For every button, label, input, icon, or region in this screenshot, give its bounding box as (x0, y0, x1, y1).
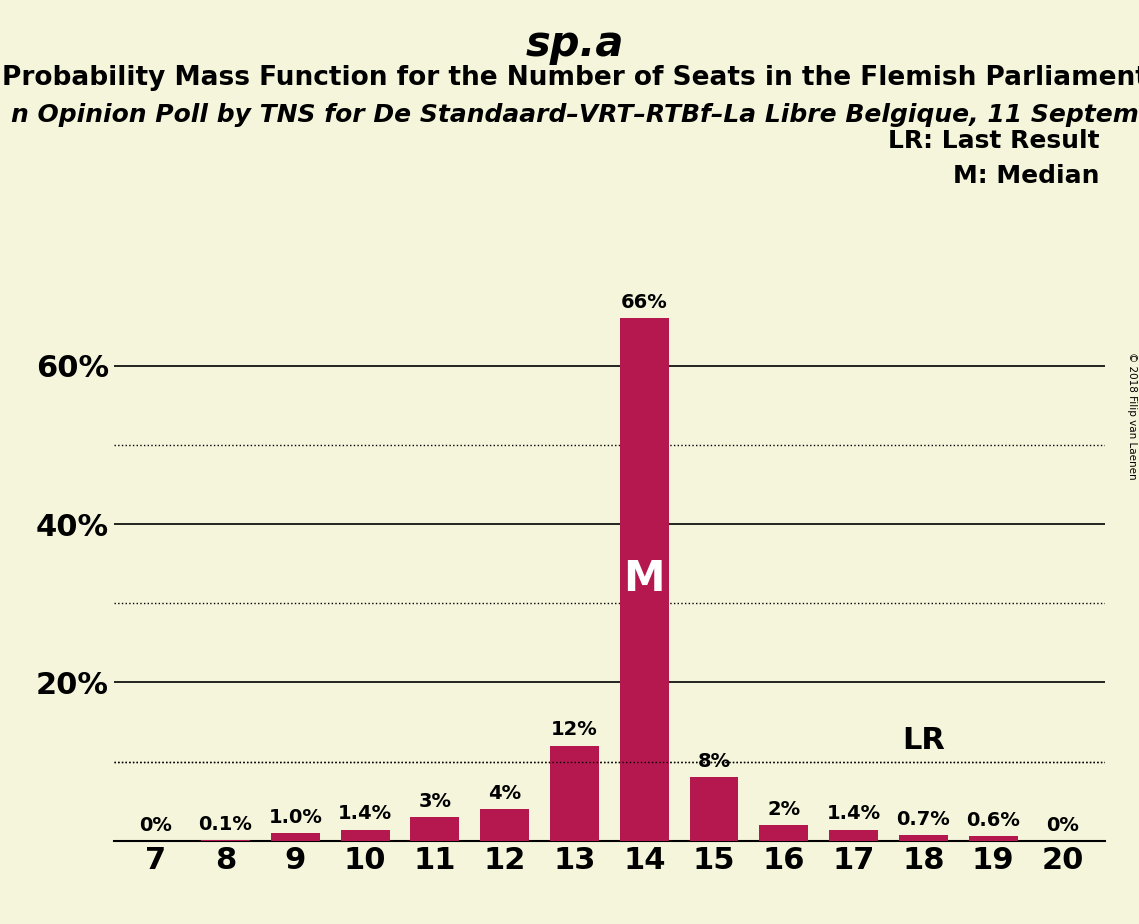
Bar (620, 318, 669, 841)
Bar (969, 836, 1017, 841)
Text: Probability Mass Function for the Number of Seats in the Flemish Parliament: Probability Mass Function for the Number… (2, 65, 1139, 91)
Text: sp.a: sp.a (526, 23, 624, 65)
Text: 0.7%: 0.7% (896, 810, 950, 829)
Text: 0.6%: 0.6% (966, 810, 1021, 830)
Bar (899, 835, 948, 841)
Bar (481, 809, 530, 841)
Text: M: M (623, 558, 665, 601)
Text: 0%: 0% (139, 816, 172, 834)
Text: © 2018 Filip van Laenen: © 2018 Filip van Laenen (1126, 352, 1137, 480)
Text: 4%: 4% (489, 784, 522, 803)
Bar (760, 825, 809, 841)
Text: 1.4%: 1.4% (338, 805, 392, 823)
Text: 66%: 66% (621, 293, 667, 311)
Text: n Opinion Poll by TNS for De Standaard–VRT–RTBf–La Libre Belgique, 11 September–: n Opinion Poll by TNS for De Standaard–V… (11, 103, 1139, 128)
Text: LR: LR (902, 726, 945, 755)
Text: 0.1%: 0.1% (198, 815, 253, 833)
Text: 12%: 12% (551, 721, 598, 739)
Text: 3%: 3% (418, 792, 451, 810)
Text: 1.4%: 1.4% (827, 805, 880, 823)
Bar (410, 817, 459, 841)
Text: 2%: 2% (768, 799, 801, 819)
Text: 1.0%: 1.0% (269, 808, 322, 827)
Text: 0%: 0% (1047, 816, 1080, 834)
Bar (271, 833, 320, 841)
Bar (689, 777, 738, 841)
Bar (829, 830, 878, 841)
Bar (550, 746, 599, 841)
Text: LR: Last Result: LR: Last Result (887, 129, 1099, 153)
Text: 8%: 8% (697, 752, 730, 772)
Bar (341, 830, 390, 841)
Text: M: Median: M: Median (952, 164, 1099, 188)
